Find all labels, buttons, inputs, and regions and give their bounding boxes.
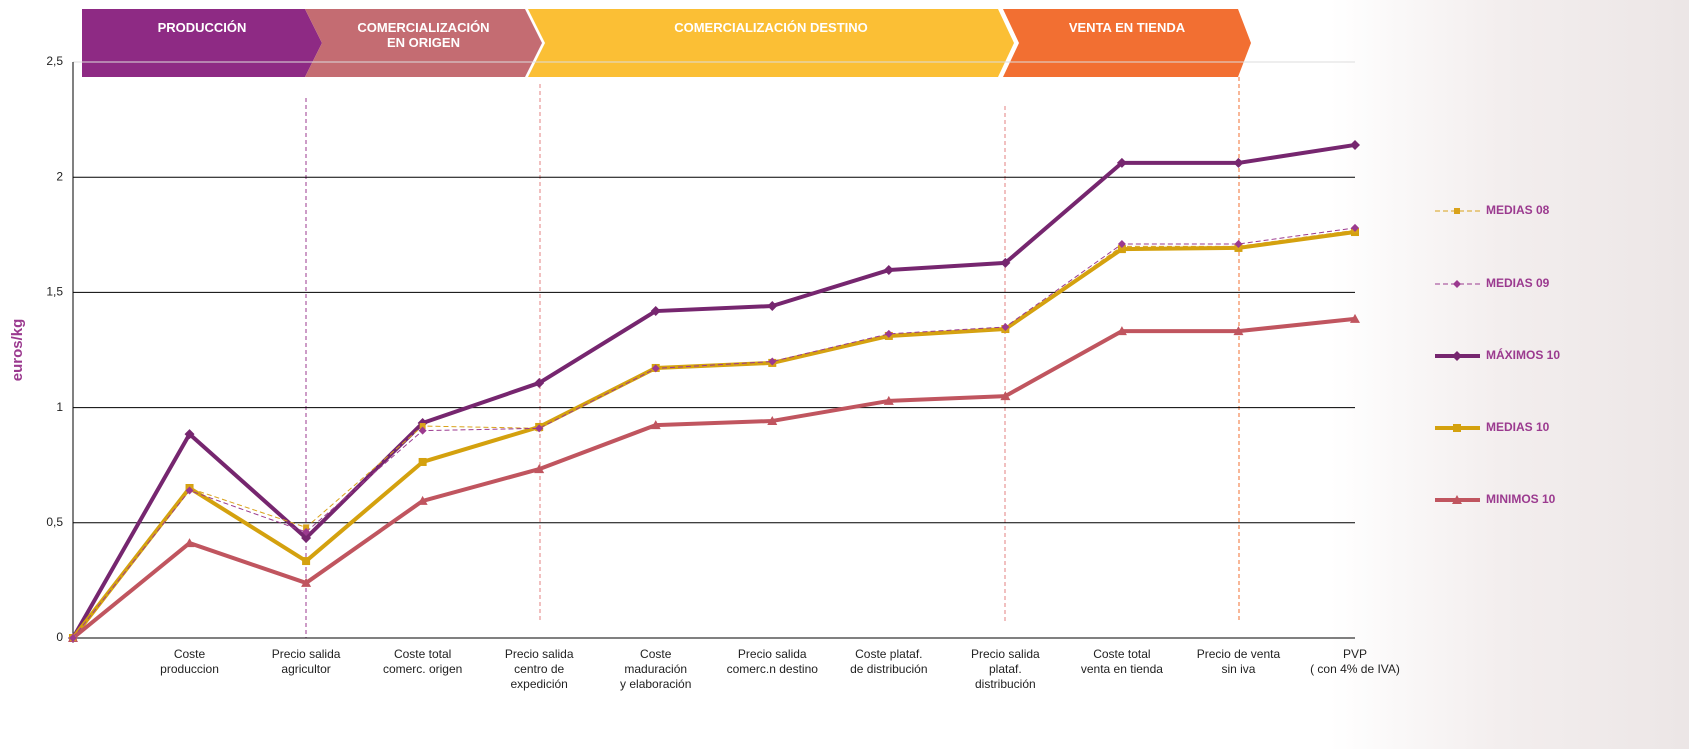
marker [69, 634, 77, 642]
y-tick-label: 1,5 [46, 285, 63, 299]
series-line [72, 227, 1356, 639]
x-tick-label: Precio salida agricultor [271, 647, 341, 676]
marker [418, 457, 427, 466]
x-tick-label: Precio salida plataf. distribución [971, 647, 1040, 691]
x-tick-label: Coste total comerc. origen [382, 647, 463, 676]
stage-arrow [305, 9, 542, 77]
series-line [71, 316, 1356, 640]
marker [418, 426, 427, 435]
series-line [71, 142, 1356, 639]
marker [1001, 322, 1010, 331]
marker [883, 395, 894, 405]
marker [1452, 495, 1462, 504]
marker [883, 265, 894, 276]
marker [534, 377, 545, 388]
stage-arrow [1003, 9, 1251, 77]
x-tick-label: Coste maduración y elaboración [620, 647, 692, 691]
stage-label: VENTA EN TIENDA [1068, 20, 1186, 35]
legend-label: MEDIAS 08 [1486, 203, 1550, 217]
marker [301, 533, 312, 544]
y-tick-label: 0,5 [46, 515, 63, 529]
y-axis-title: euros/kg [9, 319, 26, 382]
marker [534, 464, 545, 474]
legend-label: MÁXIMOS 10 [1486, 347, 1560, 362]
marker [767, 300, 778, 311]
marker [301, 577, 312, 587]
x-tick-label: Coste total venta en tienda [1080, 647, 1163, 676]
marker [185, 486, 194, 495]
marker [1453, 280, 1461, 288]
stage-label: PRODUCCIÓN [157, 20, 247, 35]
y-tick-label: 0 [56, 630, 63, 644]
marker [1116, 157, 1127, 168]
marker [1452, 351, 1462, 361]
series-line [72, 229, 1356, 639]
x-tick-label: Coste produccion [160, 647, 219, 676]
x-tick-label: Precio de venta sin iva [1196, 647, 1281, 676]
legend-label: MEDIAS 09 [1486, 276, 1550, 290]
marker [1000, 257, 1011, 268]
marker [1350, 139, 1360, 150]
marker [1117, 240, 1126, 249]
legend-label: MINIMOS 10 [1486, 492, 1556, 506]
x-tick-label: PVP ( con 4% de IVA) [1310, 647, 1400, 676]
marker [651, 364, 660, 373]
marker [535, 424, 544, 433]
marker [303, 524, 310, 531]
x-tick-label: Precio salida centro de expedición [504, 647, 574, 691]
marker [1350, 313, 1360, 323]
legend-label: MEDIAS 10 [1486, 420, 1550, 434]
marker [1351, 223, 1359, 232]
marker [1233, 157, 1244, 168]
x-tick-label: Coste plataf. de distribución [850, 647, 928, 676]
marker [302, 557, 311, 566]
y-tick-label: 2,5 [46, 54, 63, 68]
stage-arrow [528, 9, 1014, 77]
marker [768, 357, 777, 366]
marker [184, 538, 195, 548]
marker [767, 415, 778, 425]
stage-label: COMERCIALIZACIÓN DESTINO [674, 20, 868, 35]
marker [302, 528, 311, 537]
marker [1454, 208, 1460, 214]
marker [884, 329, 893, 338]
marker [1116, 326, 1127, 336]
marker [417, 495, 428, 505]
marker [650, 420, 661, 430]
marker [650, 306, 661, 317]
stage-label: COMERCIALIZACIÓN EN ORIGEN [357, 20, 490, 50]
marker [1234, 240, 1243, 249]
marker [184, 429, 195, 440]
stage-arrow [82, 9, 322, 77]
marker [1233, 326, 1244, 336]
marker [1453, 424, 1461, 432]
y-tick-label: 1 [56, 400, 63, 414]
marker [419, 423, 426, 430]
x-tick-label: Precio salida comerc.n destino [726, 647, 818, 676]
marker [1000, 391, 1011, 401]
series-line [71, 230, 1356, 640]
y-tick-label: 2 [56, 169, 63, 183]
